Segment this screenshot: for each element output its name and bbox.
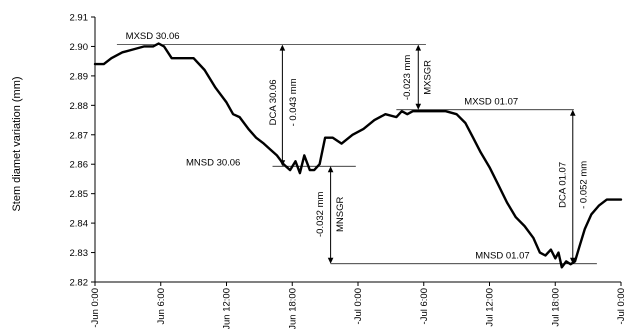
dca-3006-arrow-head-top xyxy=(279,44,286,51)
annotation-lines xyxy=(116,44,597,265)
mxsgr-arrow-head-bottom xyxy=(415,103,422,110)
x-tick-label: Jun 6:00 xyxy=(156,288,167,324)
series-group xyxy=(93,42,623,269)
y-tick-label: 2.85 xyxy=(70,189,89,200)
y-tick-label: 2.90 xyxy=(70,42,89,53)
dca-3006-label: DCA 30.06 xyxy=(268,79,279,125)
dca-0107-arrow-head-bottom xyxy=(569,257,576,264)
x-tick-label: Jul 18:00 xyxy=(550,288,561,327)
mxsgr-label: MXSGR xyxy=(423,60,434,95)
annotation-labels: MXSD 30.06 MNSD 30.06 MXSD 01.07 MNSD 01.07… xyxy=(126,31,590,262)
x-tick-label: Jul 12:00 xyxy=(485,288,496,327)
dca-0107-arrow-head-top xyxy=(569,109,576,116)
y-tick-label: 2.91 xyxy=(70,13,89,24)
mnsgr-arrow-head-bottom xyxy=(327,257,334,264)
mxsgr-arrow-head-top xyxy=(415,44,422,51)
axes: 2.82 2.83 2.84 2.85 2.86 2.87 2.88 2.89 2.90 2.91… xyxy=(70,13,625,329)
x-tick-label: -Jun 0:00 xyxy=(90,288,101,328)
y-tick-label: 2.86 xyxy=(70,160,89,171)
mxsd-0107-label: MXSD 01.07 xyxy=(464,97,518,108)
mnsgr-value: -0.032 mm xyxy=(315,191,326,236)
mxsgr-3006-value: -0.023 mm xyxy=(402,55,413,100)
y-tick-label: 2.87 xyxy=(70,130,89,141)
mnsd-0107-label: MNSD 01.07 xyxy=(475,251,529,262)
y-tick-label: 2.84 xyxy=(70,219,89,230)
dca-3006-value: - 0.043 mm xyxy=(288,78,299,126)
mnsgr-label: MNSGR xyxy=(335,196,346,232)
x-tick-label: -Jul 0:00 xyxy=(616,288,625,324)
mnsgr-arrow-head-top xyxy=(327,166,334,173)
y-axis-title: Stem diamet variation (mm) xyxy=(11,76,23,211)
y-tick-label: 2.82 xyxy=(70,278,89,289)
x-tick-label: Jun 12:00 xyxy=(222,288,233,329)
x-tick-label: -Jul 6:00 xyxy=(419,288,430,324)
y-tick-label: 2.89 xyxy=(70,71,89,82)
mnsd-3006-label: MNSD 30.06 xyxy=(186,158,240,169)
dca-0107-label: DCA 01.07 xyxy=(557,162,568,208)
x-tick-label: Jun 18:00 xyxy=(287,288,298,329)
mxsd-3006-label: MXSD 30.06 xyxy=(126,31,180,42)
y-tick-label: 2.83 xyxy=(70,248,89,259)
x-tick-label: -Jul 0:00 xyxy=(353,288,364,324)
dca-0107-value: - 0.052 mm xyxy=(578,161,589,209)
series-line xyxy=(93,42,623,269)
y-tick-label: 2.88 xyxy=(70,101,89,112)
